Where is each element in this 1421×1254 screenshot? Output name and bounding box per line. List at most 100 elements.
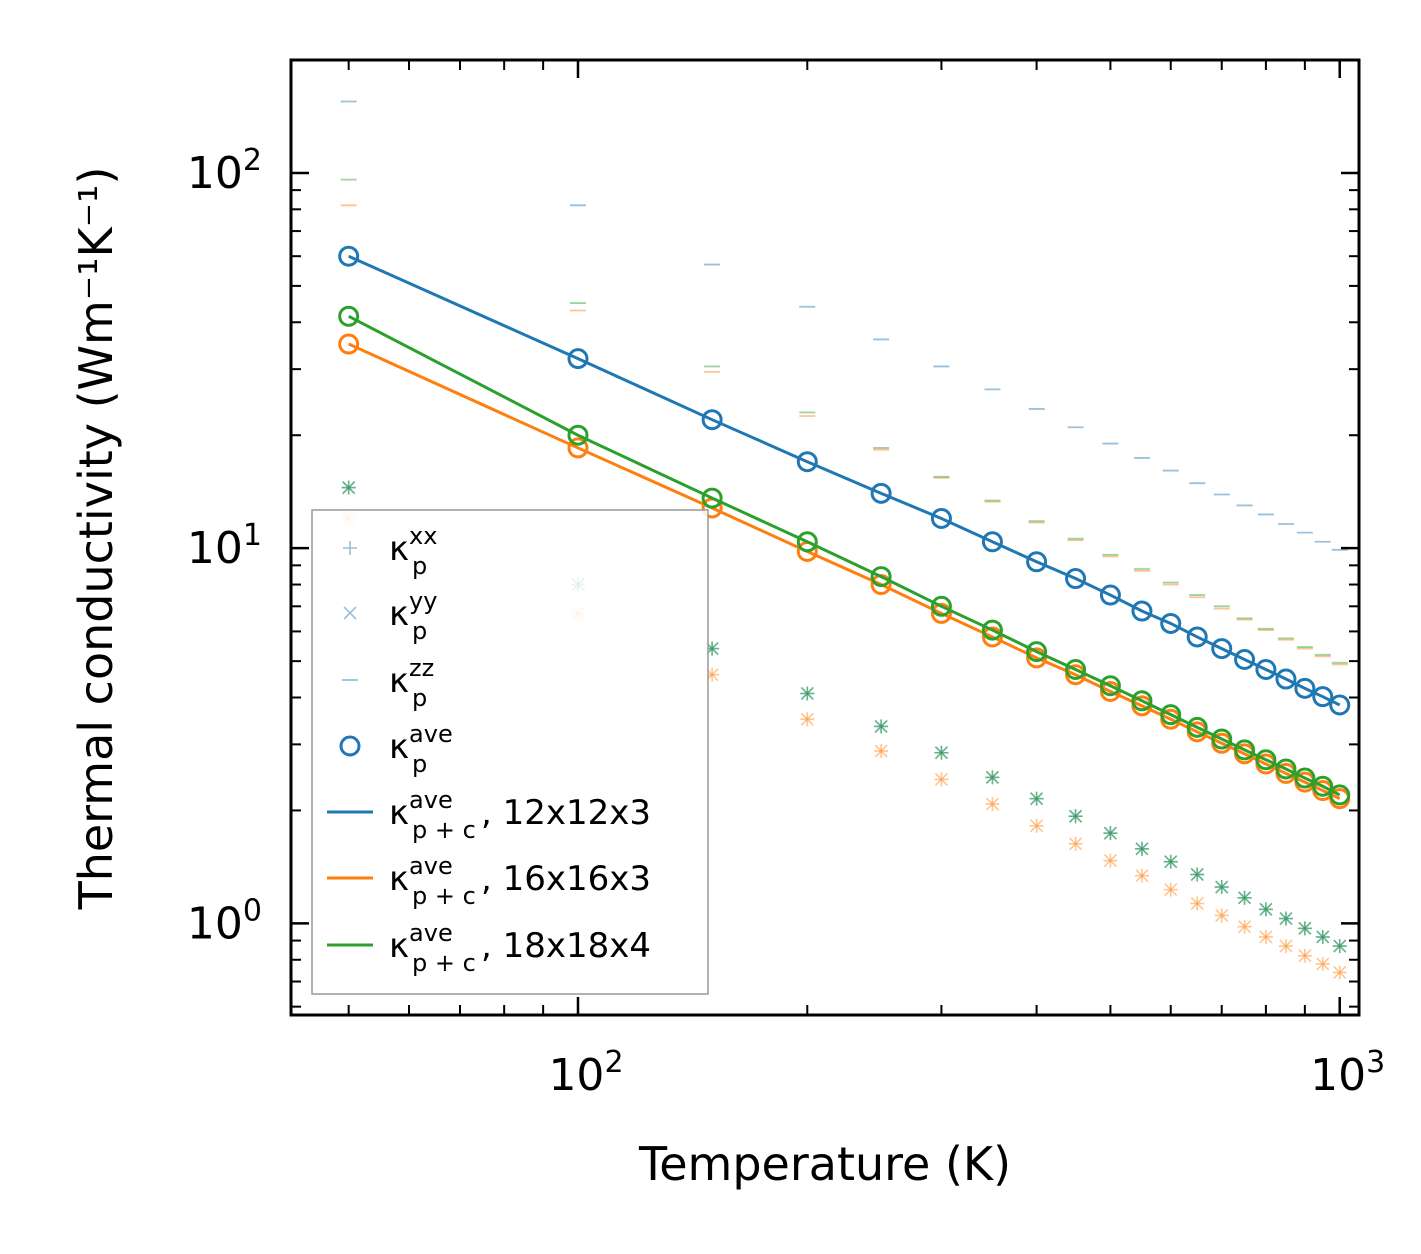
kave-point-12x12x3-250 xyxy=(870,482,892,504)
kyy-point-18x18x4-250-b xyxy=(874,719,888,733)
kyy-point-16x16x3-250 xyxy=(874,744,888,758)
kave-point-18x18x4-750 xyxy=(1234,739,1256,761)
kyy-point-12x12x3-850-b xyxy=(1279,912,1293,926)
kyy-point-16x16x3-800 xyxy=(1259,930,1273,944)
kyy-point-16x16x3-650-b xyxy=(1190,896,1204,911)
kyy-point-16x16x3-700-b xyxy=(1215,908,1229,923)
kyy-point-18x18x4-300 xyxy=(934,746,948,760)
kyy-point-18x18x4-1000-b xyxy=(1333,939,1347,953)
kyy-point-12x12x3-550-a xyxy=(1135,842,1149,856)
kyy-point-16x16x3-850-b xyxy=(1279,939,1293,953)
kyy-point-18x18x4-50-a xyxy=(342,481,356,495)
kxx-point-12x12x3-850 xyxy=(1278,911,1293,926)
kxx-point-16x16x3-950 xyxy=(1315,956,1330,971)
legend-label-0: κxx p xyxy=(389,522,437,580)
kyy-point-12x12x3-800 xyxy=(1259,902,1273,916)
plot-area xyxy=(338,100,1351,980)
kyy-point-16x16x3-550 xyxy=(1135,869,1149,883)
kyy-point-16x16x3-850-a xyxy=(1279,939,1293,953)
kave-point-12x12x3-300 xyxy=(930,507,952,529)
kyy-point-12x12x3-1000-b xyxy=(1333,939,1347,953)
kxx-point-12x12x3-500 xyxy=(1103,826,1118,841)
legend-marker-1-b xyxy=(343,606,357,620)
kyy-point-18x18x4-950 xyxy=(1316,930,1330,944)
x-tick-label-100-exp: 2 xyxy=(604,1045,623,1080)
kave-point-12x12x3-550 xyxy=(1131,600,1153,622)
kxx-point-18x18x4-550 xyxy=(1134,841,1149,856)
kave-point-18x18x4-200 xyxy=(796,531,818,553)
y-tick-label-10-exp: 1 xyxy=(243,518,262,553)
kave-point-12x12x3-450 xyxy=(1065,568,1087,590)
legend-label-sub-3: p xyxy=(412,750,427,778)
kave-point-18x18x4-400 xyxy=(1026,641,1048,663)
kyy-point-18x18x4-350 xyxy=(985,770,999,784)
kyy-point-18x18x4-850-a xyxy=(1279,912,1293,926)
kave-point-12x12x3-900 xyxy=(1294,677,1316,699)
kave-point-16x16x3-350 xyxy=(981,626,1003,648)
kyy-point-16x16x3-250-a xyxy=(874,744,888,758)
kave-point-16x16x3-300 xyxy=(930,602,952,624)
kyy-point-18x18x4-950-a xyxy=(1316,930,1330,944)
kyy-point-18x18x4-500-b xyxy=(1103,826,1117,840)
legend-entry-3: κave p xyxy=(339,720,453,778)
kyy-point-18x18x4-450 xyxy=(1068,809,1083,823)
kyy-point-16x16x3-950-a xyxy=(1316,957,1330,971)
y-tick-label-100-exp: 2 xyxy=(243,143,262,178)
kyy-point-18x18x4-400-b xyxy=(1030,792,1044,806)
kyy-point-16x16x3-200-b xyxy=(800,712,814,726)
kyy-point-12x12x3-650-a xyxy=(1190,867,1204,882)
kyy-point-12x12x3-400-a xyxy=(1030,792,1044,806)
legend-label-base-2: κ xyxy=(389,661,409,701)
kyy-point-12x12x3-350-b xyxy=(985,770,999,784)
kyy-point-12x12x3-500-a xyxy=(1103,826,1117,840)
kxx-point-12x12x3-950 xyxy=(1315,929,1330,944)
kxx-point-18x18x4-400 xyxy=(1029,791,1044,806)
y-axis-label: Thermal conductivity (Wm⁻¹K⁻¹) xyxy=(69,167,123,911)
legend-label-sub-2: p xyxy=(412,684,427,712)
kyy-point-16x16x3-300-a xyxy=(934,772,948,786)
kyy-point-18x18x4-800 xyxy=(1259,902,1273,916)
kyy-point-16x16x3-600-a xyxy=(1164,883,1178,897)
kyy-point-12x12x3-300-b xyxy=(934,746,948,760)
kyy-point-12x12x3-450-a xyxy=(1068,809,1083,823)
kave-point-12x12x3-850 xyxy=(1275,668,1297,690)
kyy-point-12x12x3-400 xyxy=(1030,792,1044,806)
kyy-point-18x18x4-450-b xyxy=(1068,809,1083,823)
kyy-point-16x16x3-1000-b xyxy=(1333,965,1347,980)
legend-label-sub-0: p xyxy=(412,552,427,580)
legend-label-sup-4: ave xyxy=(409,786,453,814)
kyy-point-16x16x3-900 xyxy=(1298,949,1312,963)
kxx-point-12x12x3-450 xyxy=(1068,809,1083,824)
kyy-point-12x12x3-250-a xyxy=(874,719,888,733)
kyy-point-12x12x3-900-a xyxy=(1298,921,1312,935)
legend-label-sub-1: p xyxy=(412,617,427,645)
kxx-point-16x16x3-500 xyxy=(1103,853,1118,868)
kxx-point-18x18x4-700 xyxy=(1214,880,1229,895)
kave-point-18x18x4-900 xyxy=(1294,767,1316,789)
y-tick-label-1-exp: 0 xyxy=(243,893,262,928)
kxx-point-12x12x3-750 xyxy=(1237,890,1252,905)
kyy-point-18x18x4-200 xyxy=(800,686,814,701)
kyy-point-12x12x3-50 xyxy=(342,481,356,495)
kave-point-12x12x3-400 xyxy=(1026,551,1048,573)
kyy-point-12x12x3-800-b xyxy=(1259,902,1273,916)
x-tick-label-1000-exp: 3 xyxy=(1366,1045,1385,1080)
kyy-point-12x12x3-550-b xyxy=(1135,842,1149,856)
kyy-point-12x12x3-700 xyxy=(1215,880,1229,894)
kyy-point-18x18x4-650-a xyxy=(1190,867,1204,882)
kave-point-12x12x3-100 xyxy=(567,348,589,370)
legend-entry-5: κave p + c, 16x16x3 xyxy=(327,852,651,910)
kxx-point-12x12x3-200 xyxy=(800,686,815,701)
kave-point-18x18x4-650 xyxy=(1186,716,1208,738)
kyy-point-12x12x3-950-a xyxy=(1316,930,1330,944)
kyy-point-18x18x4-700-b xyxy=(1215,880,1229,894)
kyy-point-12x12x3-200-a xyxy=(800,686,814,701)
kave-pc-line-12x12x3 xyxy=(348,254,1341,707)
kave-point-12x12x3-650 xyxy=(1186,626,1208,648)
legend-entry-2: κzz p xyxy=(342,654,434,712)
x-axis-label: Temperature (K) xyxy=(638,1137,1011,1191)
kxx-point-16x16x3-600 xyxy=(1163,882,1178,897)
kyy-point-16x16x3-750 xyxy=(1237,920,1252,934)
